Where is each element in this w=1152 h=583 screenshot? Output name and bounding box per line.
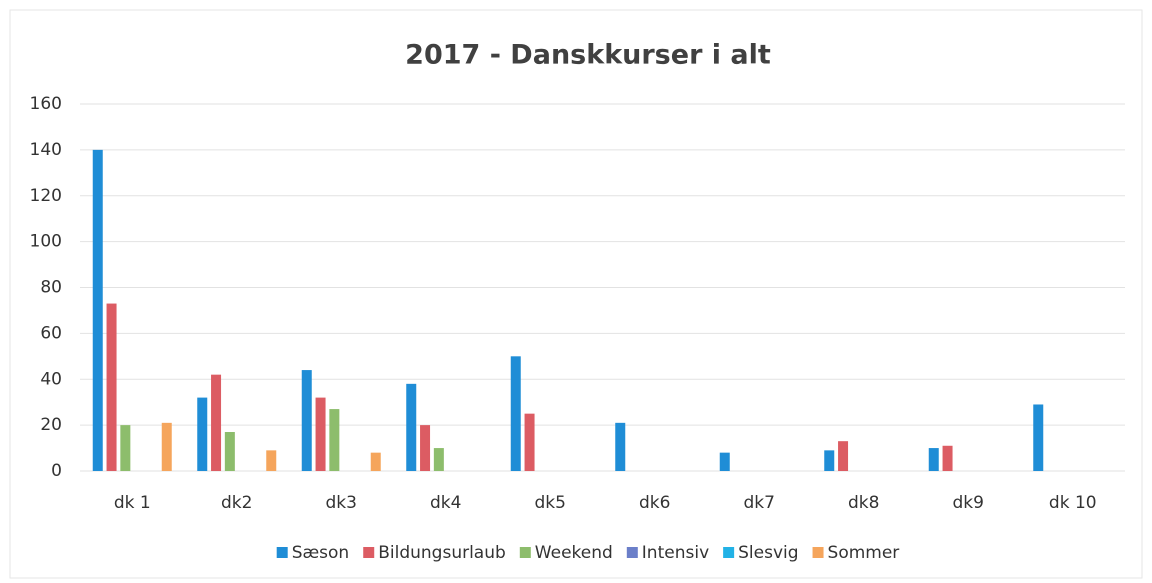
x-tick-label: dk 10 xyxy=(1049,493,1097,513)
legend-label: Sommer xyxy=(828,543,900,563)
bar xyxy=(370,452,381,471)
bar xyxy=(120,425,131,471)
legend-label: Slesvig xyxy=(738,543,798,563)
chart-title: 2017 - Danskkurser i alt xyxy=(405,40,771,71)
bar xyxy=(928,448,939,471)
bar xyxy=(420,425,431,471)
bar xyxy=(719,452,730,471)
legend-swatch xyxy=(519,547,531,558)
y-tick-label: 160 xyxy=(30,94,62,114)
bar xyxy=(301,370,312,471)
y-tick-label: 20 xyxy=(40,415,62,435)
bar xyxy=(942,445,953,471)
x-tick-label: dk7 xyxy=(744,493,775,513)
bar xyxy=(106,303,117,471)
legend-swatch xyxy=(363,547,375,558)
bar xyxy=(824,450,835,471)
bar xyxy=(197,397,208,471)
y-tick-label: 40 xyxy=(40,369,62,389)
legend-label: Intensiv xyxy=(642,543,709,563)
x-tick-label: dk 1 xyxy=(114,493,151,513)
chart-frame xyxy=(9,9,1143,579)
legend-swatch xyxy=(812,547,824,558)
bar xyxy=(315,397,326,471)
y-tick-label: 60 xyxy=(40,323,62,343)
bar xyxy=(211,374,222,471)
bar xyxy=(266,450,277,471)
bar xyxy=(92,149,103,471)
x-tick-label: dk9 xyxy=(953,493,984,513)
legend-swatch xyxy=(723,547,735,558)
y-tick-label: 120 xyxy=(30,186,62,206)
bar xyxy=(524,413,535,471)
bar xyxy=(510,356,521,471)
y-tick-label: 140 xyxy=(30,140,62,160)
y-tick-label: 80 xyxy=(40,278,62,298)
bar xyxy=(433,448,444,471)
x-tick-label: dk6 xyxy=(639,493,670,513)
x-tick-label: dk3 xyxy=(326,493,357,513)
bar xyxy=(224,432,235,471)
y-tick-label: 100 xyxy=(30,232,62,252)
legend-swatch xyxy=(276,547,288,558)
bar xyxy=(329,409,340,471)
y-tick-label: 0 xyxy=(51,461,62,481)
x-tick-label: dk5 xyxy=(535,493,566,513)
legend-label: Sæson xyxy=(292,543,350,563)
x-tick-label: dk2 xyxy=(221,493,252,513)
legend-swatch xyxy=(626,547,638,558)
bar xyxy=(838,441,849,471)
bar xyxy=(615,422,626,471)
bar xyxy=(161,422,172,471)
legend-label: Weekend xyxy=(535,543,613,563)
bar xyxy=(1033,404,1044,471)
x-tick-label: dk8 xyxy=(848,493,879,513)
bar xyxy=(406,383,417,471)
x-tick-label: dk4 xyxy=(430,493,461,513)
legend-label: Bildungsurlaub xyxy=(378,543,506,563)
